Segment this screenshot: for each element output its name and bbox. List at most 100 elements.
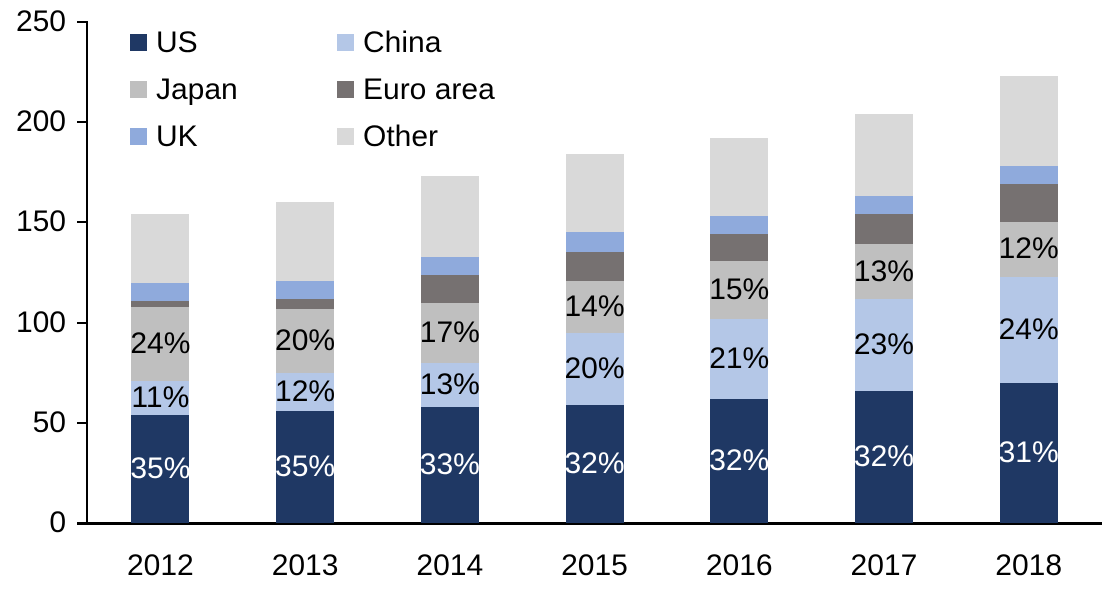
segment-2013-other [276, 202, 335, 281]
data-label-2015-us: 32% [564, 446, 625, 480]
data-label-2018-us: 31% [998, 435, 1059, 469]
segment-2018-other [999, 76, 1058, 167]
segment-2016-euro-area [710, 234, 769, 261]
x-axis-label-2016: 2016 [705, 549, 773, 582]
x-axis-label-2015: 2015 [561, 549, 628, 582]
legend-item-china: China [337, 25, 495, 59]
data-label-2012-us: 35% [130, 451, 191, 485]
segment-2018-us: 31% [998, 382, 1059, 523]
data-label-2013-china: 12% [275, 374, 336, 408]
segment-2016-uk [710, 216, 769, 235]
segment-2017-us: 32% [853, 390, 914, 523]
x-axis-line [77, 522, 1102, 525]
segment-2016-japan: 15% [709, 260, 770, 319]
bar-2016: 32% 21% 15% [709, 138, 770, 523]
y-axis-tick-label-150: 150 [15, 205, 66, 239]
data-label-2012-china: 11% [131, 380, 190, 414]
y-axis-tick-200 [77, 121, 87, 124]
segment-2013-china: 12% [275, 372, 336, 411]
segment-2013-japan: 20% [275, 308, 336, 373]
segment-2014-other [420, 176, 479, 257]
y-axis-tick-100 [77, 321, 87, 324]
data-label-2015-china: 20% [564, 351, 625, 385]
bar-2014: 33% 13% 17% [419, 176, 480, 523]
legend-item-other: Other [337, 119, 495, 153]
segment-2012-euro-area [131, 300, 190, 307]
legend-swatch-uk-icon [130, 128, 147, 145]
x-axis-label-2014: 2014 [416, 549, 484, 582]
segment-2017-japan: 13% [853, 244, 914, 299]
data-label-2017-china: 23% [853, 327, 914, 361]
segment-2017-other [854, 114, 913, 197]
segment-2012-other [131, 214, 190, 283]
bar-2013: 35% 12% 20% [275, 202, 336, 523]
y-axis-tick-label-50: 50 [32, 405, 66, 439]
x-axis-label-2012: 2012 [126, 549, 194, 582]
y-axis-tick-label-100: 100 [15, 305, 66, 339]
data-label-2013-japan: 20% [275, 323, 336, 357]
segment-2014-euro-area [420, 274, 479, 303]
legend-item-euro-area: Euro area [337, 72, 495, 106]
y-axis-tick-label-200: 200 [15, 105, 66, 139]
legend-swatch-us-icon [130, 34, 147, 51]
legend-swatch-other-icon [337, 128, 354, 145]
segment-2018-euro-area [999, 184, 1058, 223]
segment-2017-china: 23% [853, 298, 914, 391]
segment-2014-uk [420, 256, 479, 275]
bar-2015: 32% 20% 14% [564, 154, 625, 523]
legend-item-us: US [130, 27, 337, 58]
segment-2018-japan: 12% [998, 222, 1059, 277]
data-label-2016-china: 21% [709, 341, 770, 375]
data-label-2017-us: 32% [853, 439, 914, 473]
segment-2012-japan: 24% [130, 306, 191, 381]
data-label-2018-japan: 12% [998, 232, 1059, 266]
segment-2016-other [710, 138, 769, 217]
y-axis-tick-label-250: 250 [15, 5, 66, 38]
legend-swatch-japan-icon [130, 81, 147, 98]
y-axis-tick-50 [77, 421, 87, 424]
data-label-2016-japan: 15% [709, 272, 770, 306]
segment-2016-china: 21% [709, 318, 770, 399]
legend-label-other: Other [363, 119, 439, 153]
legend-label-china: China [363, 25, 442, 59]
legend-item-uk: UK [130, 121, 337, 152]
segment-2017-uk [854, 196, 913, 215]
segment-2015-us: 32% [564, 404, 625, 523]
segment-2015-japan: 14% [564, 280, 625, 333]
segment-2014-china: 13% [419, 362, 480, 407]
segment-2015-euro-area [565, 252, 624, 281]
bar-2012: 35% 11% 24% [130, 214, 191, 523]
segment-2015-other [565, 154, 624, 233]
y-axis-tick-250 [77, 21, 87, 23]
segment-2012-uk [131, 282, 190, 301]
data-label-2016-us: 32% [709, 443, 770, 477]
segment-2017-euro-area [854, 214, 913, 245]
legend-label-euro-area: Euro area [363, 72, 495, 106]
data-label-2012-japan: 24% [130, 326, 191, 360]
data-label-2017-japan: 13% [853, 254, 914, 288]
segment-2013-uk [276, 280, 335, 299]
data-label-2014-japan: 17% [419, 315, 480, 349]
segment-2013-us: 35% [275, 410, 335, 523]
x-axis-label-2013: 2013 [271, 549, 339, 582]
segment-2015-uk [565, 232, 624, 253]
y-axis-tick-0 [77, 522, 87, 524]
y-axis-tick-150 [77, 221, 87, 224]
y-axis-line [86, 21, 88, 525]
legend-label-japan: Japan [156, 72, 238, 106]
segment-2018-china: 24% [998, 276, 1059, 383]
data-label-2018-china: 24% [998, 312, 1059, 346]
data-label-2014-us: 33% [419, 447, 480, 481]
bar-2018: 31% 24% 12% [998, 76, 1059, 523]
legend-swatch-euro-area-icon [337, 81, 354, 98]
data-label-2015-japan: 14% [564, 289, 625, 323]
legend: US China Japan Euro area UK Other [130, 19, 495, 160]
x-axis: 2012 2013 2014 2015 2016 2017 2018 [88, 549, 1101, 583]
bar-2017: 32% 23% 13% [853, 114, 914, 523]
segment-2016-us: 32% [709, 398, 770, 523]
segment-2013-euro-area [276, 298, 335, 309]
segment-2012-us: 35% [130, 414, 191, 523]
data-label-2014-china: 13% [419, 367, 480, 401]
segment-2014-japan: 17% [419, 302, 480, 363]
legend-item-japan: Japan [130, 72, 337, 106]
